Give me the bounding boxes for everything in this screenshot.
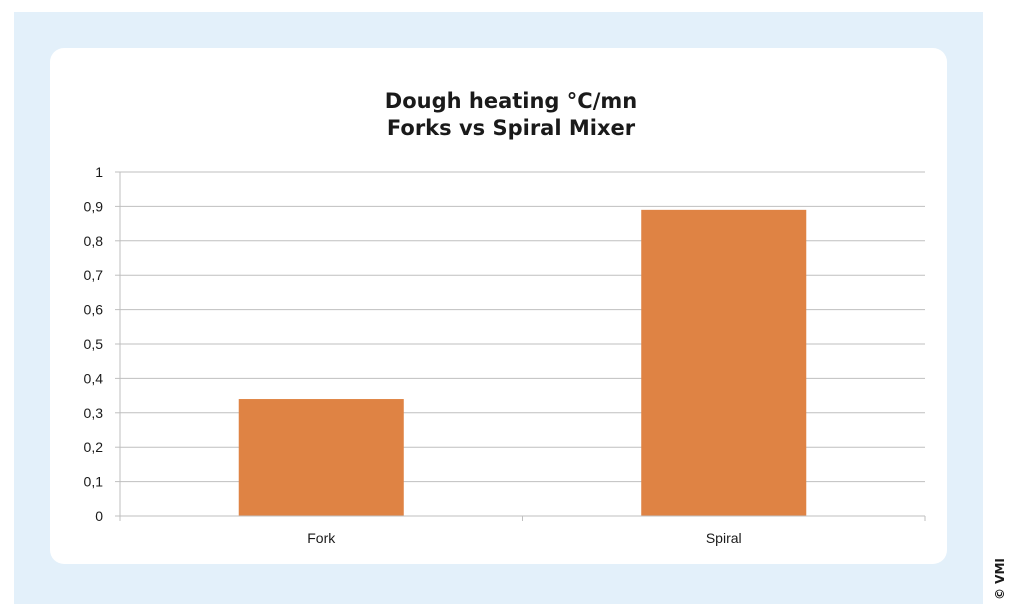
chart-title-line-1: Dough heating °C/mn xyxy=(385,89,637,113)
bar-fork xyxy=(238,399,404,516)
y-tick-label: 0,9 xyxy=(84,198,104,214)
copyright-notice: © VMI xyxy=(993,558,1007,600)
axes xyxy=(119,172,926,521)
y-tick-label: 0,3 xyxy=(84,405,104,421)
y-tick-label: 0 xyxy=(95,508,103,524)
y-tick-label: 1 xyxy=(95,164,103,180)
y-tick-label: 0,4 xyxy=(84,370,104,386)
x-category-label: Spiral xyxy=(706,530,742,546)
y-tick-label: 0,6 xyxy=(84,302,104,318)
x-category-label: Fork xyxy=(307,530,336,546)
bar-spiral xyxy=(641,209,807,516)
y-tick-label: 0,7 xyxy=(84,267,104,283)
x-axis-category-labels: Fork Spiral xyxy=(307,530,741,546)
y-tick-label: 0,2 xyxy=(84,439,104,455)
y-tick-label: 0,8 xyxy=(84,233,104,249)
chart-title-line-2: Forks vs Spiral Mixer xyxy=(387,116,636,140)
y-axis-tick-labels: 0 0,1 0,2 0,3 0,4 0,5 0,6 0,7 0,8 0,9 1 xyxy=(84,164,104,524)
y-tick-label: 0,5 xyxy=(84,336,104,352)
y-tick-label: 0,1 xyxy=(84,474,104,490)
bars xyxy=(238,209,807,516)
